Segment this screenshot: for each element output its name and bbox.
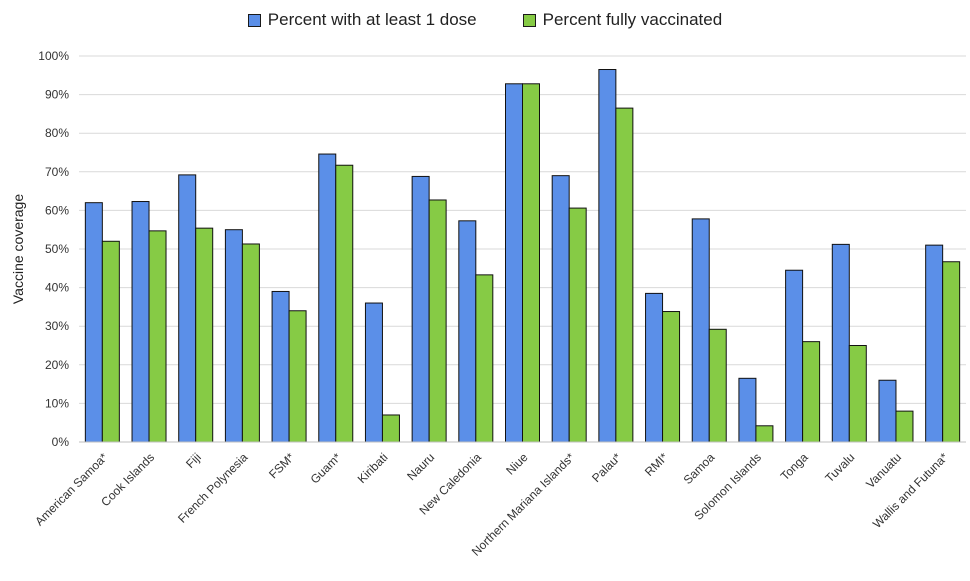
bar-fully-vaccinated	[241, 243, 260, 443]
bar-first-dose	[831, 243, 850, 443]
y-tick-label: 90%	[45, 88, 69, 102]
legend-swatch-first-dose	[247, 13, 261, 27]
bar-fully-vaccinated	[101, 240, 120, 443]
bar-first-dose	[411, 175, 430, 443]
bar-first-dose	[178, 174, 197, 443]
bar-first-dose	[785, 269, 804, 443]
y-tick-label: 30%	[45, 319, 69, 333]
x-tick-label: Guam*	[308, 450, 345, 487]
y-tick-label: 50%	[45, 242, 69, 256]
bar-first-dose	[738, 377, 757, 443]
x-tick-label: RMI*	[642, 450, 671, 479]
bar-fully-vaccinated	[335, 164, 354, 443]
legend-item-fully-vaccinated: Percent fully vaccinated	[522, 10, 723, 30]
bar-first-dose	[131, 201, 150, 443]
bar-fully-vaccinated	[615, 107, 634, 443]
x-tick-label: Tonga	[778, 450, 811, 483]
y-tick-label: 20%	[45, 358, 69, 372]
x-tick-label: Tuvalu	[822, 450, 857, 485]
y-tick-label: 10%	[45, 396, 69, 410]
y-tick-label: 70%	[45, 165, 69, 179]
bar-fully-vaccinated	[522, 83, 540, 443]
x-tick-label: Kiribati	[355, 450, 391, 486]
x-tick-label: Niue	[503, 450, 531, 478]
bar-first-dose	[364, 302, 383, 443]
x-tick-label: Palau*	[589, 450, 624, 485]
bar-fully-vaccinated	[288, 310, 307, 443]
bar-fully-vaccinated	[895, 410, 914, 443]
y-tick-label: 0%	[52, 435, 70, 449]
y-tick-label: 100%	[38, 49, 69, 63]
bar-first-dose	[551, 175, 570, 443]
y-axis-label: Vaccine coverage	[10, 194, 26, 304]
bar-fully-vaccinated	[428, 199, 447, 443]
y-tick-label: 80%	[45, 126, 69, 140]
bar-first-dose	[645, 292, 664, 443]
x-tick-label: FSM*	[266, 450, 297, 481]
bar-first-dose	[84, 202, 103, 443]
x-tick-label: Nauru	[404, 450, 437, 483]
bar-fully-vaccinated	[708, 328, 727, 443]
bar-first-dose	[505, 83, 523, 443]
x-tick-label: Vanuatu	[863, 450, 904, 491]
bar-fully-vaccinated	[195, 227, 214, 443]
legend-label-first-dose: Percent with at least 1 dose	[267, 10, 477, 29]
bar-fully-vaccinated	[848, 345, 867, 443]
legend-item-first-dose: Percent with at least 1 dose	[247, 10, 477, 30]
bar-fully-vaccinated	[475, 274, 494, 443]
y-tick-label: 40%	[45, 281, 69, 295]
bar-first-dose	[271, 290, 290, 443]
bar-first-dose	[925, 244, 944, 443]
bar-first-dose	[224, 229, 243, 443]
x-tick-label: Fiji	[183, 450, 204, 471]
bar-first-dose	[691, 218, 710, 443]
x-tick-label: Samoa	[681, 450, 718, 487]
y-tick-label: 60%	[45, 203, 69, 217]
bar-fully-vaccinated	[755, 425, 774, 443]
bar-first-dose	[598, 69, 617, 443]
bar-fully-vaccinated	[381, 414, 400, 443]
chart-legend: Percent with at least 1 dose Percent ful…	[0, 10, 970, 30]
x-tick-label: American Samoa*	[32, 450, 111, 529]
bar-first-dose	[878, 379, 897, 443]
bar-fully-vaccinated	[802, 341, 821, 443]
legend-label-fully-vaccinated: Percent fully vaccinated	[542, 10, 723, 29]
legend-swatch-fully-vaccinated	[522, 13, 536, 27]
bar-first-dose	[318, 153, 337, 443]
bar-fully-vaccinated	[662, 311, 681, 443]
bar-first-dose	[458, 220, 477, 443]
bar-fully-vaccinated	[942, 261, 961, 443]
bar-fully-vaccinated	[568, 207, 587, 443]
bar-fully-vaccinated	[148, 230, 167, 443]
